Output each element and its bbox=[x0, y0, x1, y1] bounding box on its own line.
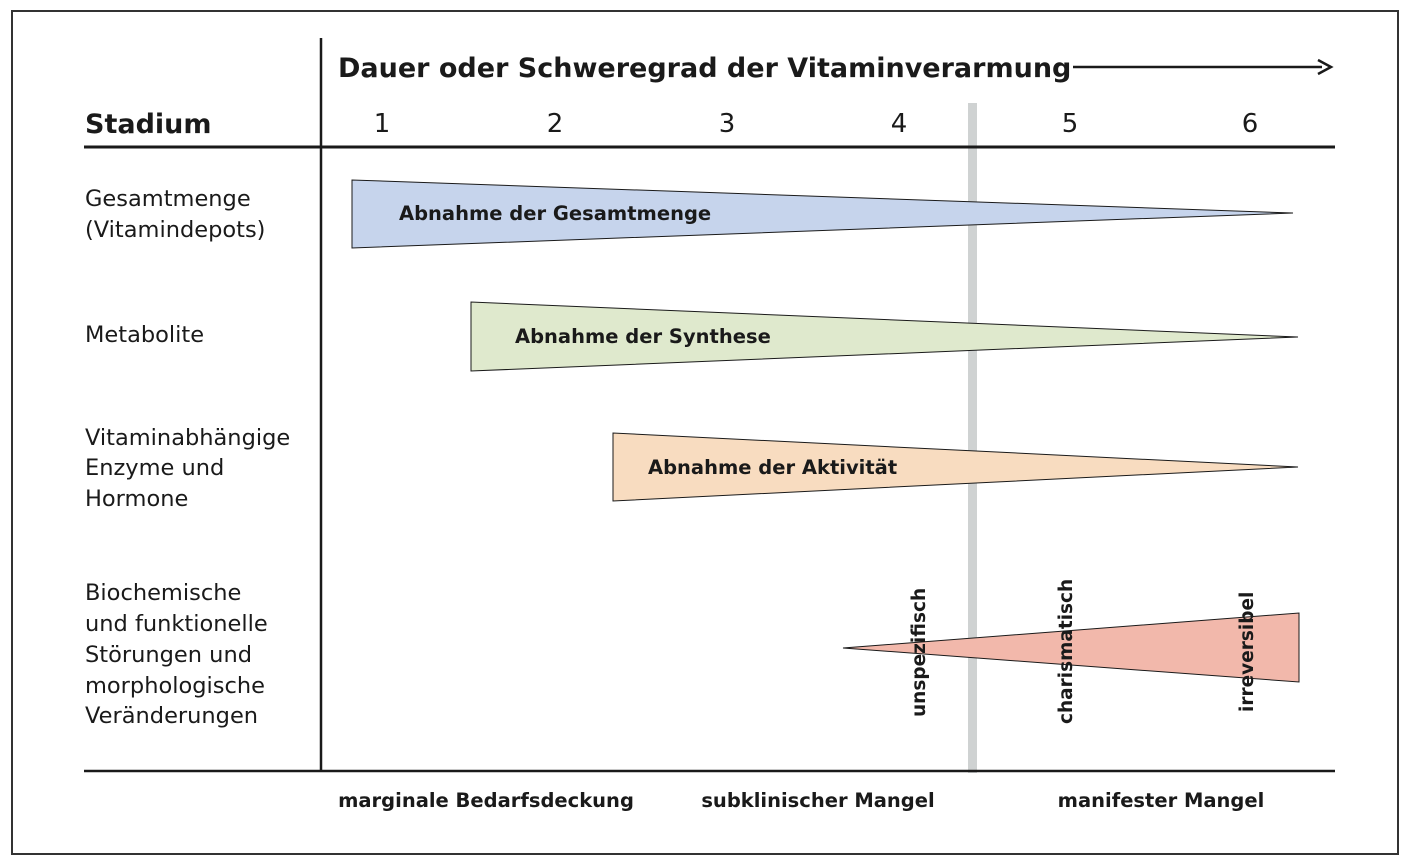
vertical-label-irreversible: irreversibel bbox=[1237, 592, 1258, 712]
footer-manifest: manifester Mangel bbox=[1058, 789, 1265, 812]
vertical-label-unspecific: unspezifisch bbox=[909, 588, 930, 717]
row-label-line: Gesamtmenge bbox=[85, 186, 251, 212]
footer-subclinical: subklinischer Mangel bbox=[701, 789, 934, 812]
bar-text-synthesis: Abnahme der Synthese bbox=[515, 325, 771, 348]
stage-number-3: 3 bbox=[719, 109, 736, 139]
arrow-icon bbox=[1317, 58, 1334, 76]
bar-activity bbox=[612, 432, 1299, 502]
stage-number-4: 4 bbox=[891, 109, 908, 139]
row-label-metabolites: Metabolite bbox=[85, 322, 204, 348]
row-label-enzymes: Vitaminabhängige Enzyme und Hormone bbox=[85, 425, 297, 512]
stage-number-6: 6 bbox=[1242, 109, 1259, 139]
row-label-disorders: Biochemische und funktionelle Störungen … bbox=[85, 580, 275, 729]
bar-synthesis bbox=[470, 301, 1299, 372]
bar-disorders bbox=[842, 612, 1300, 683]
stage-label: Stadium bbox=[85, 109, 212, 140]
row-label-line: Biochemische bbox=[85, 580, 241, 606]
row-label-total-amount: Gesamtmenge (Vitamindepots) bbox=[85, 186, 265, 243]
figure-frame bbox=[11, 10, 1399, 855]
footer-marginal: marginale Bedarfsdeckung bbox=[338, 789, 634, 812]
row-label-line: morphologische bbox=[85, 673, 265, 699]
stage-number-5: 5 bbox=[1062, 109, 1079, 139]
bar-total-amount bbox=[351, 179, 1294, 249]
row-label-line: und funktionelle bbox=[85, 611, 268, 637]
row-label-line: Störungen und bbox=[85, 642, 252, 668]
header-title: Dauer oder Schweregrad der Vitaminverarm… bbox=[338, 53, 1071, 84]
bar-text-activity: Abnahme der Aktivität bbox=[648, 456, 897, 479]
bar-text-total-amount: Abnahme der Gesamtmenge bbox=[399, 202, 711, 225]
stage-number-1: 1 bbox=[374, 109, 391, 139]
stage-separator bbox=[968, 103, 977, 773]
row-label-line: Vitaminabhängige bbox=[85, 425, 290, 451]
row-label-line: (Vitamindepots) bbox=[85, 217, 265, 243]
row-label-line: Hormone bbox=[85, 486, 188, 512]
vertical-label-charismatic: charismatisch bbox=[1056, 579, 1077, 724]
row-label-line: Metabolite bbox=[85, 322, 204, 348]
row-label-line: Enzyme und bbox=[85, 455, 224, 481]
stage-number-2: 2 bbox=[547, 109, 564, 139]
row-label-line: Veränderungen bbox=[85, 703, 258, 729]
